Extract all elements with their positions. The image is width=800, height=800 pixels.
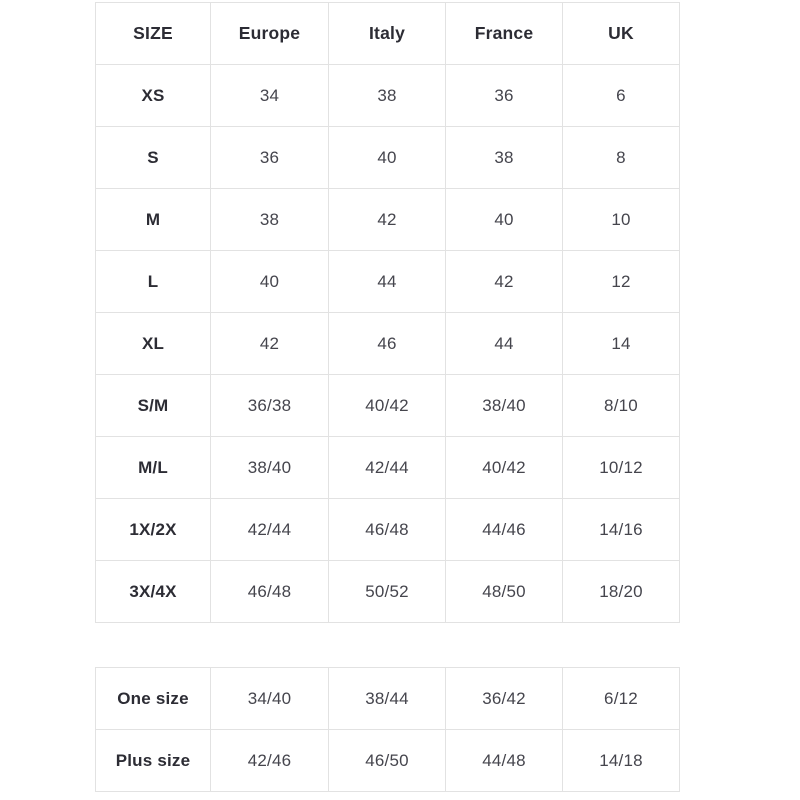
size-value-cell: 6 [562, 64, 680, 127]
size-value-cell: 40 [445, 188, 563, 251]
size-value-cell: 44/48 [445, 729, 563, 792]
size-value-cell: 38 [328, 64, 446, 127]
size-value-cell: 42/46 [210, 729, 329, 792]
size-value-cell: 48/50 [445, 560, 563, 623]
table-row: L 40 44 42 12 [95, 250, 680, 313]
size-value-cell: 50/52 [328, 560, 446, 623]
size-value-cell: 42 [328, 188, 446, 251]
size-label-cell: S/M [95, 374, 211, 437]
size-value-cell: 12 [562, 250, 680, 313]
size-value-cell: 44 [445, 312, 563, 375]
column-header-size: SIZE [95, 2, 211, 65]
size-value-cell: 36 [445, 64, 563, 127]
table-row: S 36 40 38 8 [95, 126, 680, 189]
size-value-cell: 42 [445, 250, 563, 313]
table-row: Plus size 42/46 46/50 44/48 14/18 [95, 729, 680, 792]
table-row: M/L 38/40 42/44 40/42 10/12 [95, 436, 680, 499]
size-label-cell: M [95, 188, 211, 251]
size-label-cell: One size [95, 667, 211, 730]
size-value-cell: 14 [562, 312, 680, 375]
size-value-cell: 42/44 [328, 436, 446, 499]
size-label-cell: S [95, 126, 211, 189]
size-value-cell: 40/42 [445, 436, 563, 499]
size-label-cell: Plus size [95, 729, 211, 792]
special-sizes-body: One size 34/40 38/44 36/42 6/12 Plus size 42/4… [95, 667, 680, 792]
column-header-france: France [445, 2, 563, 65]
column-header-uk: UK [562, 2, 680, 65]
size-value-cell: 38 [445, 126, 563, 189]
size-value-cell: 40 [328, 126, 446, 189]
column-header-europe: Europe [210, 2, 329, 65]
size-value-cell: 42/44 [210, 498, 329, 561]
size-value-cell: 36/42 [445, 667, 563, 730]
size-value-cell: 14/16 [562, 498, 680, 561]
size-value-cell: 46/48 [210, 560, 329, 623]
size-value-cell: 8 [562, 126, 680, 189]
size-label-cell: XL [95, 312, 211, 375]
size-label-cell: 1X/2X [95, 498, 211, 561]
header-row: SIZE Europe Italy France UK [95, 2, 680, 65]
size-value-cell: 46 [328, 312, 446, 375]
table-row: S/M 36/38 40/42 38/40 8/10 [95, 374, 680, 437]
size-value-cell: 46/48 [328, 498, 446, 561]
size-value-cell: 40/42 [328, 374, 446, 437]
size-value-cell: 42 [210, 312, 329, 375]
size-value-cell: 36/38 [210, 374, 329, 437]
table-row: 3X/4X 46/48 50/52 48/50 18/20 [95, 560, 680, 623]
size-label-cell: XS [95, 64, 211, 127]
size-label-cell: L [95, 250, 211, 313]
size-value-cell: 34/40 [210, 667, 329, 730]
size-value-cell: 14/18 [562, 729, 680, 792]
size-value-cell: 38/40 [445, 374, 563, 437]
size-conversion-table: SIZE Europe Italy France UK XS 34 38 36 6 S 36 40 38… [95, 2, 680, 623]
size-value-cell: 8/10 [562, 374, 680, 437]
size-value-cell: 44/46 [445, 498, 563, 561]
size-label-cell: M/L [95, 436, 211, 499]
table-row: One size 34/40 38/44 36/42 6/12 [95, 667, 680, 730]
size-value-cell: 10 [562, 188, 680, 251]
column-header-italy: Italy [328, 2, 446, 65]
size-table-body: XS 34 38 36 6 S 36 40 38 8 M 38 42 40 10 L 40 44 42 12 XL 42 4… [95, 64, 680, 623]
size-value-cell: 46/50 [328, 729, 446, 792]
size-value-cell: 38 [210, 188, 329, 251]
size-value-cell: 36 [210, 126, 329, 189]
size-label-cell: 3X/4X [95, 560, 211, 623]
table-row: M 38 42 40 10 [95, 188, 680, 251]
size-value-cell: 38/44 [328, 667, 446, 730]
table-row: XS 34 38 36 6 [95, 64, 680, 127]
size-value-cell: 34 [210, 64, 329, 127]
size-value-cell: 10/12 [562, 436, 680, 499]
size-table-header: SIZE Europe Italy France UK [95, 2, 680, 65]
special-sizes-table: One size 34/40 38/44 36/42 6/12 Plus size 42/4… [95, 667, 680, 792]
table-row: XL 42 46 44 14 [95, 312, 680, 375]
size-value-cell: 44 [328, 250, 446, 313]
size-value-cell: 40 [210, 250, 329, 313]
size-value-cell: 6/12 [562, 667, 680, 730]
size-value-cell: 18/20 [562, 560, 680, 623]
table-row: 1X/2X 42/44 46/48 44/46 14/16 [95, 498, 680, 561]
size-value-cell: 38/40 [210, 436, 329, 499]
